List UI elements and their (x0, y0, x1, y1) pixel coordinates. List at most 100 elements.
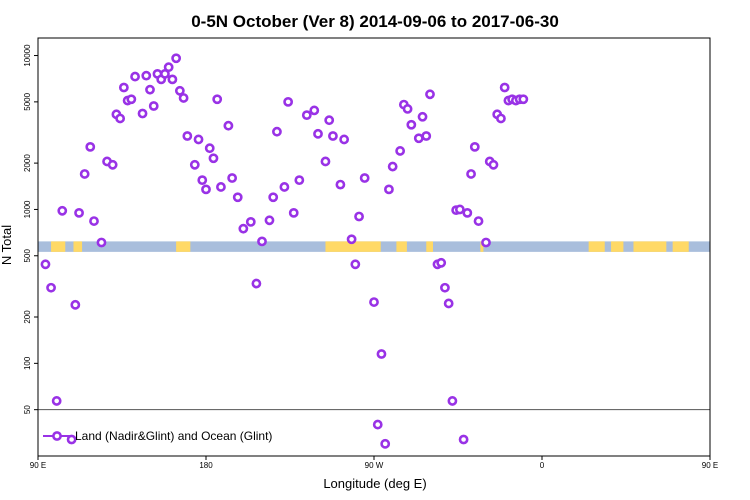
data-point (339, 134, 350, 145)
data-point (216, 182, 226, 192)
data-point (421, 131, 432, 141)
data-point (182, 131, 193, 141)
data-point (481, 237, 491, 248)
y-tick-label: 200 (23, 310, 32, 324)
land-segment (73, 241, 83, 252)
data-point (174, 85, 185, 96)
legend-swatch-marker (52, 431, 62, 441)
data-point (436, 257, 447, 268)
data-point (46, 282, 56, 293)
chart-title: 0-5N October (Ver 8) 2014-09-06 to 2017-… (191, 12, 559, 31)
data-point (346, 234, 357, 245)
x-tick-label: 180 (199, 461, 213, 470)
data-point (499, 82, 510, 93)
land-segment (480, 241, 484, 252)
y-tick-label: 500 (23, 249, 32, 263)
data-point (51, 396, 62, 406)
data-point (57, 205, 68, 216)
y-tick-label: 2000 (23, 154, 32, 172)
data-point (447, 396, 458, 406)
x-axis: 90 E 180 90 W 0 90 E (30, 456, 718, 470)
y-tick-label: 1000 (23, 200, 32, 218)
data-point (212, 94, 223, 105)
data-point (115, 113, 126, 124)
data-points (40, 53, 529, 449)
land-segment (325, 241, 381, 252)
data-point (272, 126, 282, 137)
x-tick-label: 90 W (365, 461, 384, 470)
data-point (193, 134, 204, 145)
data-point (163, 62, 174, 73)
y-tick-label: 10000 (23, 44, 32, 67)
data-point (40, 259, 51, 270)
y-tick-label: 5000 (23, 92, 32, 110)
data-point (458, 434, 469, 445)
data-point (79, 169, 90, 179)
data-point (130, 71, 140, 82)
data-point (264, 215, 275, 226)
data-point (232, 192, 243, 203)
data-point (313, 128, 323, 139)
data-point (171, 53, 182, 64)
data-point (473, 216, 484, 226)
data-point (279, 182, 290, 192)
data-point (197, 175, 208, 186)
data-point (189, 159, 200, 170)
data-point (469, 141, 480, 152)
data-point (294, 175, 305, 186)
data-point (413, 133, 424, 144)
data-point (518, 94, 529, 105)
data-point (359, 173, 370, 183)
data-point (118, 82, 129, 93)
data-point (466, 169, 476, 179)
data-point (148, 101, 159, 111)
data-point (178, 93, 189, 103)
data-point (223, 120, 234, 131)
data-point (288, 207, 299, 218)
data-point (354, 211, 364, 222)
data-point (320, 156, 331, 167)
data-point (328, 131, 338, 141)
data-point (238, 223, 249, 234)
data-point (167, 74, 178, 85)
data-point (70, 299, 81, 310)
data-point (283, 96, 294, 107)
data-point (496, 113, 506, 124)
data-point (384, 184, 394, 195)
data-point (85, 141, 96, 152)
data-point (208, 153, 219, 164)
x-tick-label: 0 (540, 461, 545, 470)
data-point (324, 115, 335, 126)
land-segment (176, 241, 191, 252)
data-point (488, 159, 499, 170)
legend: Land (Nadir&Glint) and Ocean (Glint) (43, 429, 272, 443)
data-point (137, 108, 148, 119)
data-point (89, 216, 99, 226)
data-point (380, 438, 391, 449)
land-segment (396, 241, 407, 252)
data-point (350, 259, 361, 270)
data-point (425, 89, 435, 100)
y-tick-label: 100 (23, 356, 32, 370)
data-point (406, 119, 417, 130)
land-segment (51, 241, 66, 252)
y-axis-label: N Total (0, 225, 14, 265)
land-segment (633, 241, 667, 252)
data-point (440, 282, 450, 293)
data-point (126, 94, 137, 105)
data-point (227, 173, 238, 183)
surface-strip (38, 241, 710, 252)
data-point (417, 111, 428, 122)
data-point (251, 278, 262, 289)
data-point (257, 236, 267, 247)
data-point (387, 161, 398, 172)
data-point (145, 84, 155, 95)
land-segment (588, 241, 605, 252)
data-point (107, 159, 118, 170)
data-point (443, 298, 454, 309)
data-point (309, 105, 320, 116)
data-point (141, 70, 152, 81)
data-point (96, 237, 107, 248)
x-axis-label: Longitude (deg E) (323, 476, 426, 491)
legend-label: Land (Nadir&Glint) and Ocean (Glint) (75, 429, 272, 443)
